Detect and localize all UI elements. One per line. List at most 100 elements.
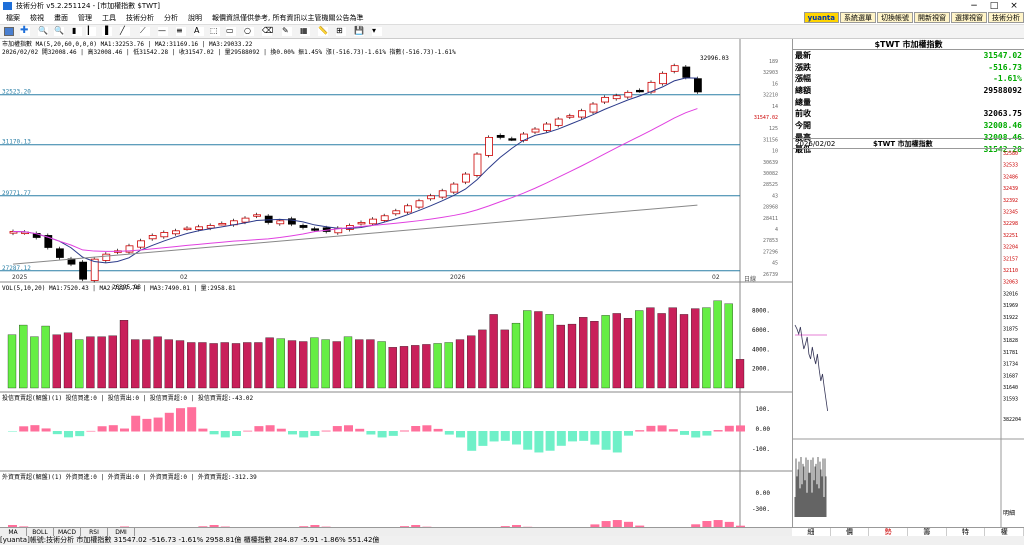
system-menu-button[interactable]: 系統選單 (840, 12, 876, 23)
volume-bar (198, 342, 207, 389)
trust-bar (456, 431, 465, 438)
price-axis-tick: 28411 (763, 216, 778, 222)
trust-bar (232, 431, 241, 437)
foreign-axis-tick: -300. (752, 506, 770, 513)
fibonacci-icon[interactable]: ≡ (176, 27, 186, 36)
volume-bar (679, 314, 689, 389)
tab-chips[interactable]: 籌 (908, 528, 947, 536)
level-label: 29771.77 (2, 190, 31, 197)
ruler-icon[interactable]: 📏 (318, 26, 328, 36)
price-axis-tick: 43 (772, 193, 778, 199)
trust-bar (400, 430, 409, 432)
crosshair-icon[interactable]: ✚ (20, 25, 30, 36)
candle (589, 103, 598, 113)
settings-icon[interactable]: ▾ (372, 27, 382, 36)
new-window-button[interactable]: 開新視窗 (914, 12, 950, 23)
quote-row: 總額 29588092 (793, 85, 1024, 97)
mini-axis-tick: 32157 (1003, 256, 1018, 262)
quote-value: -516.73 (988, 62, 1022, 72)
volume-bar (119, 320, 129, 389)
select-window-button[interactable]: 選擇視窗 (951, 12, 987, 23)
menu-tools[interactable]: 工具 (102, 14, 116, 22)
volume-bar (601, 315, 610, 389)
eraser-icon[interactable]: ⌫ (262, 26, 274, 36)
candle (670, 65, 679, 72)
tab-price[interactable]: 價 (831, 528, 870, 536)
trust-bar (433, 428, 443, 432)
quote-label: 今開 (795, 121, 811, 131)
price-axis-tick: 16 (772, 81, 778, 87)
minimize-button[interactable]: − (970, 1, 978, 11)
candle (531, 128, 540, 133)
bar-icon[interactable]: ▐ (102, 27, 112, 36)
foreign-bar (702, 520, 712, 532)
pen-icon[interactable]: ✎ (282, 27, 292, 36)
tab-dmi[interactable]: DMI (108, 528, 135, 536)
tab-special[interactable]: 特 (947, 528, 986, 536)
ray-icon[interactable]: ⟋ (140, 27, 150, 36)
volume-bar (422, 344, 431, 389)
mini-axis-tick: 31734 (1003, 362, 1018, 368)
quote-label: 最高 (795, 132, 811, 142)
tab-macd[interactable]: MACD (54, 528, 81, 536)
volume-bar (209, 343, 218, 389)
menu-tech-analysis[interactable]: 技術分析 (126, 14, 154, 22)
measure-icon[interactable]: ⊞ (336, 27, 346, 36)
switch-account-button[interactable]: 切換帳號 (877, 12, 913, 23)
menu-analysis[interactable]: 分析 (164, 14, 178, 22)
zoom-in-icon[interactable]: 🔍 (38, 26, 48, 36)
trust-bar (556, 431, 566, 446)
select-tool-icon[interactable]: ⬚ (210, 27, 220, 36)
tab-ma[interactable]: MA (0, 528, 27, 536)
chart-svg[interactable]: 市加權指數 MA(5,20,60,0,0,0) MA1:32253.76 | M… (0, 39, 792, 545)
tab-detail[interactable]: 細 (792, 528, 831, 536)
candle (601, 96, 609, 103)
price-axis-tick: 125 (769, 126, 778, 132)
candle (137, 240, 146, 248)
candle (461, 173, 470, 183)
tech-analysis-button[interactable]: 技術分析 (988, 12, 1024, 23)
candle (508, 138, 517, 141)
candle (682, 66, 691, 78)
mini-axis-tick: 32016 (1003, 291, 1018, 297)
save-icon[interactable]: 💾 (354, 26, 364, 36)
draw-line-icon[interactable]: ╱ (120, 27, 130, 36)
rect-tool-icon[interactable]: ▭ (226, 27, 236, 36)
trust-bar (220, 431, 230, 438)
volume-bar (220, 342, 229, 389)
maximize-button[interactable]: □ (989, 1, 999, 11)
text-tool-icon[interactable]: A (194, 27, 204, 36)
close-button[interactable]: × (1010, 1, 1018, 11)
tab-warrant[interactable]: 權 (985, 528, 1024, 536)
tab-boll[interactable]: BOLL (27, 528, 54, 536)
chart-area[interactable]: 市加權指數 MA(5,20,60,0,0,0) MA1:32253.76 | M… (0, 39, 792, 545)
mini-axis-tick: 32533 (1003, 163, 1018, 169)
line-icon[interactable]: ┃ (86, 27, 96, 36)
trust-bar (187, 407, 197, 432)
menu-view[interactable]: 檢視 (30, 14, 44, 22)
circle-tool-icon[interactable]: ○ (244, 27, 254, 36)
menu-screen[interactable]: 畫面 (54, 14, 68, 22)
quote-row: 最新 31547.02 (793, 50, 1024, 62)
tab-rsi[interactable]: RSI (81, 528, 108, 536)
candle (578, 110, 586, 118)
palette-icon[interactable]: ▦ (300, 27, 310, 36)
mini-axis-tick: 31969 (1003, 303, 1018, 309)
quote-value: 32008.46 (983, 132, 1022, 142)
trust-bar (512, 431, 521, 445)
zoom-out-icon[interactable]: 🔍 (54, 26, 64, 36)
ma5-line (12, 77, 698, 264)
candle-icon[interactable]: ▮ (72, 27, 82, 36)
mini-axis-tick: 31875 (1003, 327, 1018, 333)
volume-bar (534, 311, 543, 389)
menu-manage[interactable]: 管理 (78, 14, 92, 22)
price-axis-tick: 30639 (763, 160, 778, 166)
menu-help[interactable]: 說明 (188, 14, 202, 22)
hline-icon[interactable]: — (158, 26, 168, 36)
trust-bar (646, 425, 656, 432)
grid-icon[interactable] (4, 27, 14, 36)
foreign-axis-tick: 0.00 (756, 490, 771, 497)
mini-chart[interactable]: 32580 32533 32486 32439 32392 32345 32298 32251… (793, 149, 1024, 527)
menu-file[interactable]: 檔案 (6, 14, 20, 22)
tab-trend[interactable]: 勢 (869, 528, 909, 536)
